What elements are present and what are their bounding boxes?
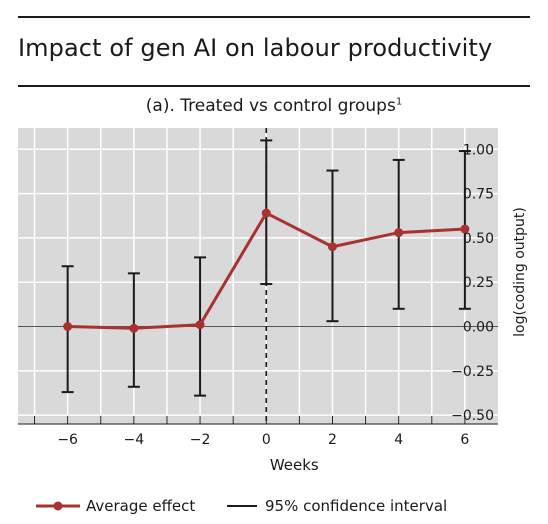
- legend-ci-label: 95% confidence interval: [265, 497, 448, 515]
- y-tick-label: −0.25: [451, 364, 494, 380]
- top-rule: [18, 16, 530, 18]
- data-point: [195, 320, 205, 330]
- data-point: [261, 208, 271, 218]
- x-tick-label: 6: [460, 432, 469, 448]
- x-tick-label: 2: [328, 432, 337, 448]
- chart-subtitle: (a). Treated vs control groups1: [18, 96, 530, 116]
- y-axis-label: log(coding output): [512, 207, 528, 337]
- x-tick-label: −2: [190, 432, 211, 448]
- data-point: [460, 224, 470, 234]
- page-title: Impact of gen AI on labour productivity: [18, 34, 493, 62]
- x-axis-label: Weeks: [270, 456, 319, 474]
- data-point: [327, 242, 337, 252]
- legend-ci-swatch: [227, 505, 257, 507]
- subtitle-text: (a). Treated vs control groups: [145, 96, 396, 116]
- x-tick-label: −4: [124, 432, 145, 448]
- x-tick-label: 0: [262, 432, 271, 448]
- data-point: [394, 228, 404, 238]
- data-point: [63, 322, 73, 332]
- plot-background: [18, 128, 498, 424]
- x-tick-label: −6: [57, 432, 78, 448]
- data-point: [129, 323, 139, 333]
- legend-average-label: Average effect: [86, 497, 196, 515]
- y-tick-label: 0.75: [463, 187, 494, 203]
- title-rule: [18, 85, 530, 87]
- y-tick-label: 1.00: [463, 142, 494, 158]
- y-tick-label: 0.25: [463, 275, 494, 291]
- y-tick-label: −0.50: [451, 408, 494, 424]
- y-tick-label: 0.50: [463, 231, 494, 247]
- legend-average-swatch: [36, 501, 80, 511]
- x-tick-label: 4: [394, 432, 403, 448]
- y-tick-label: 0.00: [463, 320, 494, 336]
- footnote-marker: 1: [395, 96, 403, 108]
